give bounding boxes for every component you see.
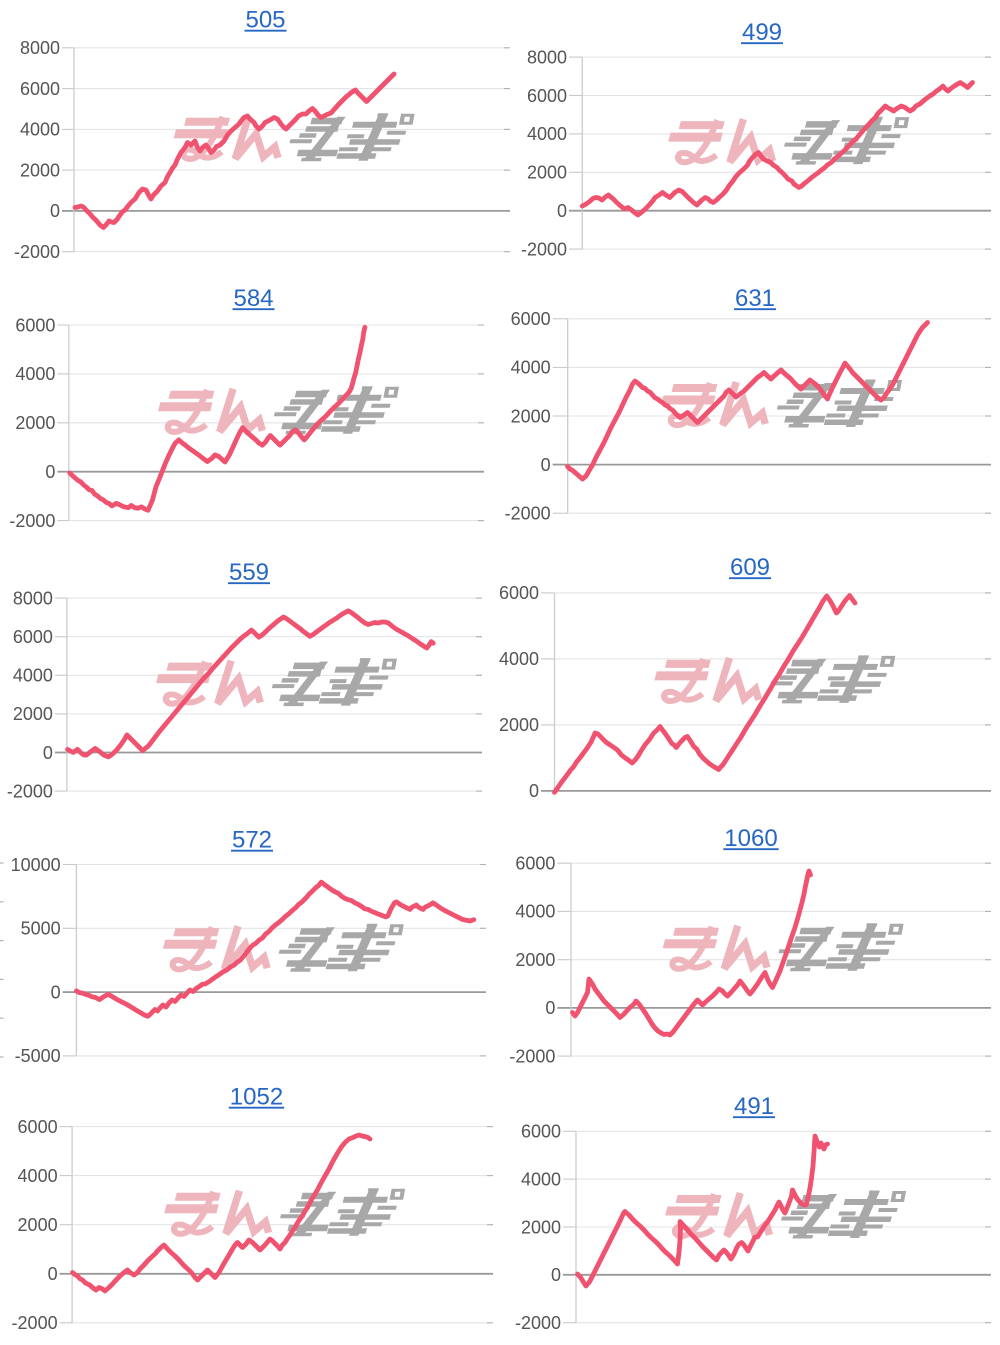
svg-text:631: 631 (735, 285, 775, 312)
svg-text:10000: 10000 (11, 855, 61, 875)
svg-text:499: 499 (742, 19, 782, 46)
svg-text:0: 0 (51, 982, 61, 1002)
svg-text:-2000: -2000 (505, 504, 551, 524)
svg-text:2000: 2000 (527, 163, 567, 183)
svg-text:2000: 2000 (499, 715, 539, 735)
svg-text:6000: 6000 (20, 79, 60, 99)
svg-text:6000: 6000 (527, 86, 567, 106)
svg-text:4000: 4000 (521, 1169, 561, 1189)
svg-text:505: 505 (245, 7, 285, 34)
svg-text:-2000: -2000 (509, 1046, 555, 1066)
svg-text:4000: 4000 (499, 649, 539, 669)
svg-text:2000: 2000 (511, 406, 551, 426)
svg-text:4000: 4000 (15, 364, 55, 384)
svg-text:4000: 4000 (527, 124, 567, 144)
svg-text:6000: 6000 (18, 1117, 58, 1137)
svg-text:0: 0 (50, 201, 60, 221)
svg-text:572: 572 (232, 827, 272, 854)
svg-text:0: 0 (45, 462, 55, 482)
svg-text:609: 609 (730, 554, 770, 581)
svg-text:8000: 8000 (13, 588, 53, 608)
svg-text:-2000: -2000 (515, 1313, 561, 1333)
svg-text:4000: 4000 (18, 1166, 58, 1186)
svg-text:2000: 2000 (18, 1215, 58, 1235)
svg-text:1052: 1052 (230, 1084, 283, 1111)
svg-text:584: 584 (233, 285, 273, 312)
svg-text:6000: 6000 (15, 315, 55, 335)
svg-text:2000: 2000 (13, 704, 53, 724)
svg-text:-5000: -5000 (15, 1046, 61, 1066)
svg-text:-2000: -2000 (9, 511, 55, 531)
svg-text:-2000: -2000 (12, 1313, 58, 1333)
svg-text:5000: 5000 (21, 919, 61, 939)
svg-text:2000: 2000 (521, 1217, 561, 1237)
svg-text:491: 491 (734, 1093, 774, 1120)
svg-text:0: 0 (529, 781, 539, 801)
svg-text:-2000: -2000 (14, 242, 60, 262)
svg-text:0: 0 (48, 1264, 58, 1284)
svg-text:0: 0 (541, 455, 551, 475)
svg-text:-2000: -2000 (521, 239, 567, 259)
svg-text:8000: 8000 (20, 38, 60, 58)
svg-text:4000: 4000 (20, 120, 60, 140)
svg-text:4000: 4000 (511, 358, 551, 378)
svg-text:6000: 6000 (499, 583, 539, 603)
svg-text:6000: 6000 (515, 854, 555, 874)
svg-text:559: 559 (229, 559, 269, 586)
svg-text:-2000: -2000 (7, 781, 53, 801)
svg-text:0: 0 (43, 743, 53, 763)
svg-text:8000: 8000 (527, 47, 567, 67)
svg-text:4000: 4000 (515, 902, 555, 922)
svg-text:0: 0 (545, 998, 555, 1018)
svg-text:0: 0 (551, 1265, 561, 1285)
svg-text:6000: 6000 (13, 627, 53, 647)
svg-text:2000: 2000 (515, 950, 555, 970)
svg-text:1060: 1060 (724, 825, 777, 852)
svg-text:6000: 6000 (511, 309, 551, 329)
svg-text:0: 0 (557, 201, 567, 221)
svg-text:6000: 6000 (521, 1122, 561, 1142)
svg-text:4000: 4000 (13, 666, 53, 686)
svg-text:2000: 2000 (20, 160, 60, 180)
svg-text:2000: 2000 (15, 413, 55, 433)
